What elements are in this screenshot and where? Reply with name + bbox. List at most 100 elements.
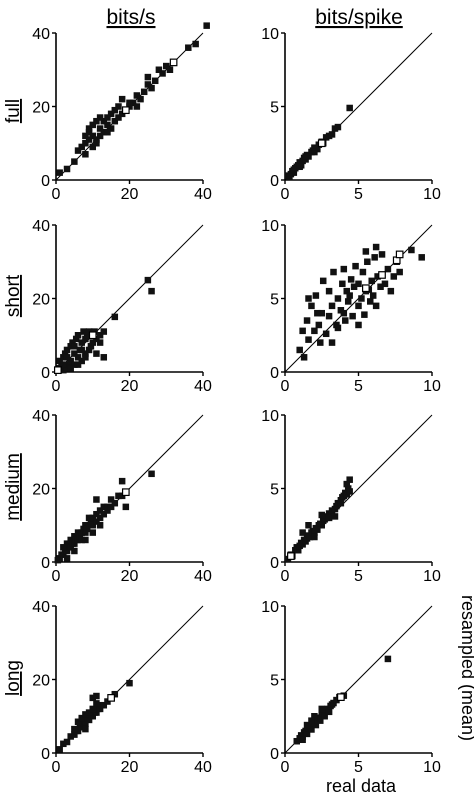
data-point-filled bbox=[361, 311, 368, 318]
data-point-filled bbox=[359, 268, 367, 276]
data-point-filled bbox=[93, 700, 100, 707]
data-point-filled bbox=[308, 717, 315, 724]
panel-short-bits-per-second: 0 20 40 0 20 40 bbox=[32, 218, 212, 395]
data-point-filled bbox=[163, 62, 170, 70]
data-point-filled bbox=[185, 44, 192, 51]
data-point-filled bbox=[118, 95, 126, 103]
data-point-filled bbox=[384, 655, 392, 663]
data-point-filled bbox=[100, 117, 108, 125]
data-point-open bbox=[121, 106, 130, 115]
x-tick-label: 5 bbox=[354, 568, 363, 585]
data-point-filled bbox=[60, 354, 67, 361]
data-point-filled bbox=[133, 103, 141, 110]
data-point-filled bbox=[137, 95, 144, 103]
data-point-filled bbox=[71, 343, 78, 350]
data-point-filled bbox=[85, 709, 93, 716]
data-point-filled bbox=[140, 88, 148, 96]
y-tick-label: 5 bbox=[270, 292, 279, 309]
data-point-filled bbox=[133, 92, 141, 99]
data-point-filled bbox=[82, 529, 89, 536]
data-point-filled bbox=[60, 361, 67, 368]
data-point-filled bbox=[355, 302, 362, 310]
data-point-filled bbox=[115, 103, 122, 110]
y-tick-label: 0 bbox=[270, 746, 279, 763]
data-point-filled bbox=[67, 733, 74, 740]
panel-long-bits-per-spike: 0 5 10 0 5 10 bbox=[261, 599, 441, 776]
data-point-filled bbox=[78, 714, 85, 722]
y-tick-label: 0 bbox=[270, 555, 279, 572]
data-point-filled bbox=[80, 328, 87, 335]
data-point-filled bbox=[362, 248, 370, 255]
data-point-filled bbox=[303, 721, 311, 729]
data-point-filled bbox=[111, 117, 119, 125]
data-point-filled bbox=[82, 711, 89, 718]
data-point-filled bbox=[346, 104, 353, 112]
data-point-filled bbox=[76, 533, 84, 540]
y-tick-label: 10 bbox=[261, 218, 279, 235]
data-point-open bbox=[287, 552, 295, 560]
data-point-filled bbox=[89, 705, 96, 713]
data-point-filled bbox=[306, 533, 314, 541]
x-tick-label: 40 bbox=[194, 186, 212, 203]
row-label-short: short bbox=[3, 274, 24, 317]
data-point-filled bbox=[346, 292, 353, 299]
row-label-long: long bbox=[3, 660, 24, 696]
data-point-filled bbox=[89, 522, 96, 529]
y-tick-label: 5 bbox=[270, 673, 279, 690]
data-point-open bbox=[337, 693, 345, 701]
data-point-filled bbox=[107, 110, 115, 118]
data-point-filled bbox=[159, 70, 166, 77]
data-point-filled bbox=[74, 536, 82, 544]
data-point-filled bbox=[82, 151, 89, 158]
data-point-filled bbox=[100, 328, 108, 335]
data-point-filled bbox=[396, 268, 403, 276]
data-point-filled bbox=[303, 730, 311, 738]
panel-long-bits-per-second: 0 20 40 0 20 40 bbox=[32, 599, 212, 776]
data-point-filled bbox=[299, 736, 306, 744]
data-point-filled bbox=[337, 499, 345, 507]
data-point-filled bbox=[67, 365, 74, 372]
data-point-filled bbox=[56, 169, 63, 176]
data-point-filled bbox=[82, 725, 89, 733]
data-point-filled bbox=[69, 339, 76, 346]
data-point-filled bbox=[96, 339, 104, 346]
x-tick-label: 20 bbox=[121, 568, 139, 585]
data-point-filled bbox=[89, 132, 96, 140]
data-point-filled bbox=[122, 503, 130, 511]
x-tick-label: 5 bbox=[354, 378, 363, 395]
data-point-filled bbox=[85, 522, 93, 529]
data-point-filled bbox=[83, 332, 91, 339]
data-point-filled bbox=[104, 503, 111, 511]
data-point-filled bbox=[100, 510, 108, 518]
x-tick-label: 0 bbox=[52, 568, 61, 585]
x-tick-label: 0 bbox=[281, 759, 290, 776]
data-point-filled bbox=[71, 350, 78, 357]
data-point-filled bbox=[343, 287, 350, 295]
data-point-filled bbox=[71, 547, 78, 555]
data-point-filled bbox=[325, 312, 333, 320]
panel-full-bits-per-spike: 0 5 10 0 5 10 bbox=[261, 26, 441, 203]
data-point-open bbox=[169, 58, 178, 67]
data-point-open bbox=[378, 271, 386, 279]
data-point-filled bbox=[96, 332, 104, 339]
data-point-filled bbox=[74, 147, 82, 154]
data-point-filled bbox=[328, 339, 336, 346]
data-point-open bbox=[53, 366, 62, 375]
data-point-filled bbox=[78, 536, 85, 544]
x-tick-label: 0 bbox=[52, 759, 61, 776]
y-tick-label: 0 bbox=[270, 173, 279, 190]
y-axis-label: resampled (mean) bbox=[458, 595, 474, 741]
data-point-filled bbox=[372, 302, 380, 310]
data-point-filled bbox=[308, 302, 315, 310]
x-tick-label: 10 bbox=[423, 568, 441, 585]
data-point-filled bbox=[82, 350, 89, 357]
x-tick-label: 40 bbox=[194, 378, 212, 395]
data-point-filled bbox=[346, 476, 353, 483]
data-point-filled bbox=[63, 540, 71, 547]
data-point-filled bbox=[63, 555, 71, 562]
data-point-filled bbox=[96, 522, 104, 529]
data-point-filled bbox=[63, 346, 71, 354]
panel-full-bits-per-second: 0 20 40 0 20 40 bbox=[32, 22, 212, 203]
data-point-filled bbox=[355, 280, 362, 288]
